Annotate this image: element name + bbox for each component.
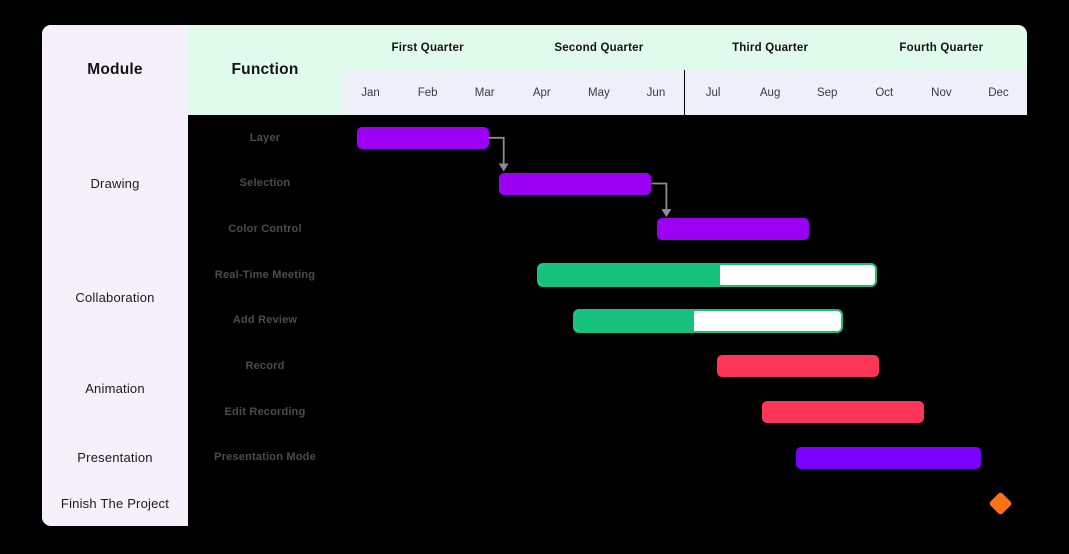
task-bar-presentation-mode bbox=[795, 446, 981, 469]
month-header-may: May bbox=[570, 70, 628, 115]
month-header-jan: Jan bbox=[342, 70, 400, 115]
month-header-mar: Mar bbox=[456, 70, 514, 115]
quarter-header-second-quarter: Second Quarter bbox=[513, 25, 685, 70]
function-cell-add-review: Add Review bbox=[188, 297, 342, 344]
function-cell-record: Record bbox=[188, 343, 342, 389]
quarter-header-third-quarter: Third Quarter bbox=[684, 25, 856, 70]
function-column-header: Function bbox=[188, 25, 342, 115]
month-header-sep: Sep bbox=[798, 70, 856, 115]
task-bar-color-control bbox=[656, 218, 809, 241]
module-cell-presentation: Presentation bbox=[42, 434, 188, 481]
month-header-feb: Feb bbox=[399, 70, 457, 115]
month-header-aug: Aug bbox=[741, 70, 799, 115]
task-bar-record bbox=[717, 355, 879, 378]
task-bar-real-time-meeting bbox=[537, 262, 877, 287]
function-cell-presentation-mode: Presentation Mode bbox=[188, 434, 342, 481]
task-bar-selection bbox=[498, 172, 652, 195]
month-header-jun: Jun bbox=[627, 70, 685, 115]
gantt-table: Module Function First Quarter Second Quar… bbox=[42, 25, 1027, 526]
quarter-header-first-quarter: First Quarter bbox=[342, 25, 514, 70]
module-column-header: Module bbox=[42, 25, 188, 115]
task-bar-edit-recording bbox=[762, 400, 925, 423]
function-cell-layer: Layer bbox=[188, 115, 342, 161]
milestone-diamond-finish-the-project bbox=[988, 491, 1013, 516]
function-cell-selection: Selection bbox=[188, 160, 342, 207]
task-progress-real-time-meeting bbox=[539, 264, 721, 285]
function-cell-edit-recording: Edit Recording bbox=[188, 389, 342, 435]
task-progress-add-review bbox=[575, 310, 695, 331]
module-cell-animation: Animation bbox=[42, 343, 188, 435]
month-header-apr: Apr bbox=[513, 70, 571, 115]
function-cell-empty bbox=[188, 480, 342, 526]
module-cell-finish-the-project: Finish The Project bbox=[42, 480, 188, 526]
task-bar-add-review bbox=[573, 308, 844, 333]
function-cell-color-control: Color Control bbox=[188, 206, 342, 252]
function-cell-real-time-meeting: Real-Time Meeting bbox=[188, 252, 342, 298]
module-cell-collaboration: Collaboration bbox=[42, 252, 188, 344]
month-header-jul: Jul bbox=[684, 70, 742, 115]
module-cell-drawing: Drawing bbox=[42, 115, 188, 252]
task-bar-layer bbox=[356, 126, 489, 149]
month-header-nov: Nov bbox=[912, 70, 970, 115]
month-header-oct: Oct bbox=[855, 70, 913, 115]
month-header-dec: Dec bbox=[969, 70, 1027, 115]
quarter-header-fourth-quarter: Fourth Quarter bbox=[855, 25, 1027, 70]
